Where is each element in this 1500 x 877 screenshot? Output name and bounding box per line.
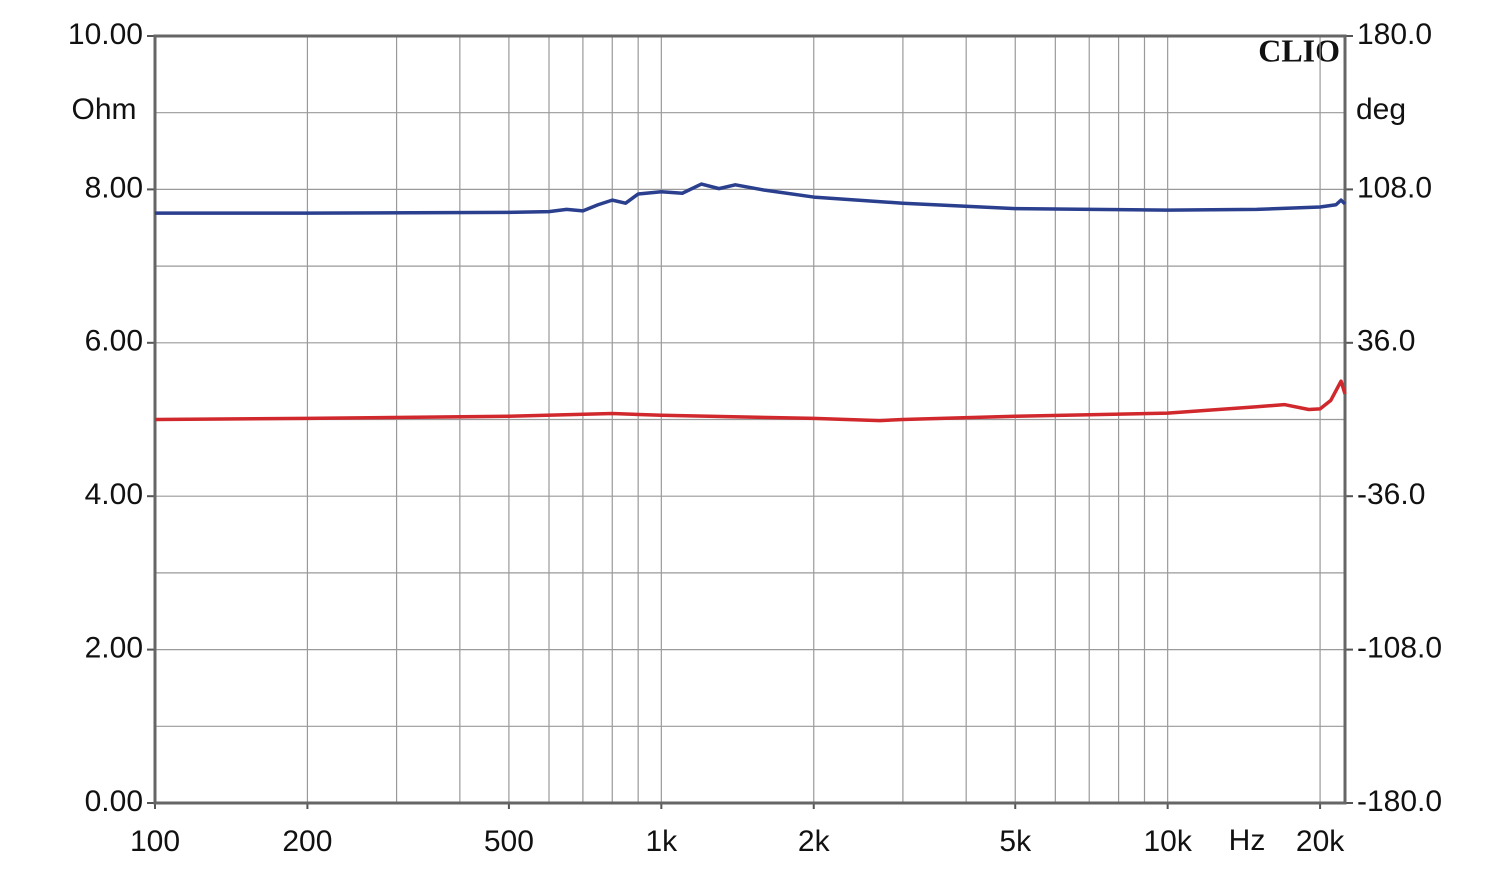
x-tick-label: 5k	[999, 825, 1032, 858]
y2-tick-label: 180.0	[1357, 18, 1432, 51]
watermark: CLIO	[1258, 32, 1340, 68]
y2-tick-label: 108.0	[1357, 171, 1432, 204]
x-tick-label: 2k	[798, 825, 831, 858]
y-tick-label: 6.00	[85, 325, 143, 358]
x-tick-label: 10k	[1143, 825, 1192, 858]
y2-unit: deg	[1356, 93, 1406, 126]
x-tick-label: 500	[484, 825, 534, 858]
x-tick-label: 1k	[645, 825, 678, 858]
x-unit: Hz	[1229, 824, 1266, 857]
y-tick-label: 2.00	[85, 632, 143, 665]
y-tick-label: 10.00	[68, 18, 143, 51]
series-line	[155, 182, 1347, 215]
x-tick-label: 100	[130, 825, 180, 858]
series-line	[154, 379, 1347, 423]
x-tick-label: 20k	[1296, 825, 1345, 858]
y-tick-label: 8.00	[85, 171, 143, 204]
y-unit: Ohm	[71, 93, 136, 126]
y2-tick-label: -108.0	[1357, 632, 1442, 665]
y-tick-label: 0.00	[85, 785, 143, 818]
y-tick-label: 4.00	[85, 478, 143, 511]
y2-tick-label: -36.0	[1357, 478, 1425, 511]
y2-tick-label: -180.0	[1357, 785, 1442, 818]
y2-tick-label: 36.0	[1357, 325, 1415, 358]
x-tick-label: 200	[282, 825, 332, 858]
